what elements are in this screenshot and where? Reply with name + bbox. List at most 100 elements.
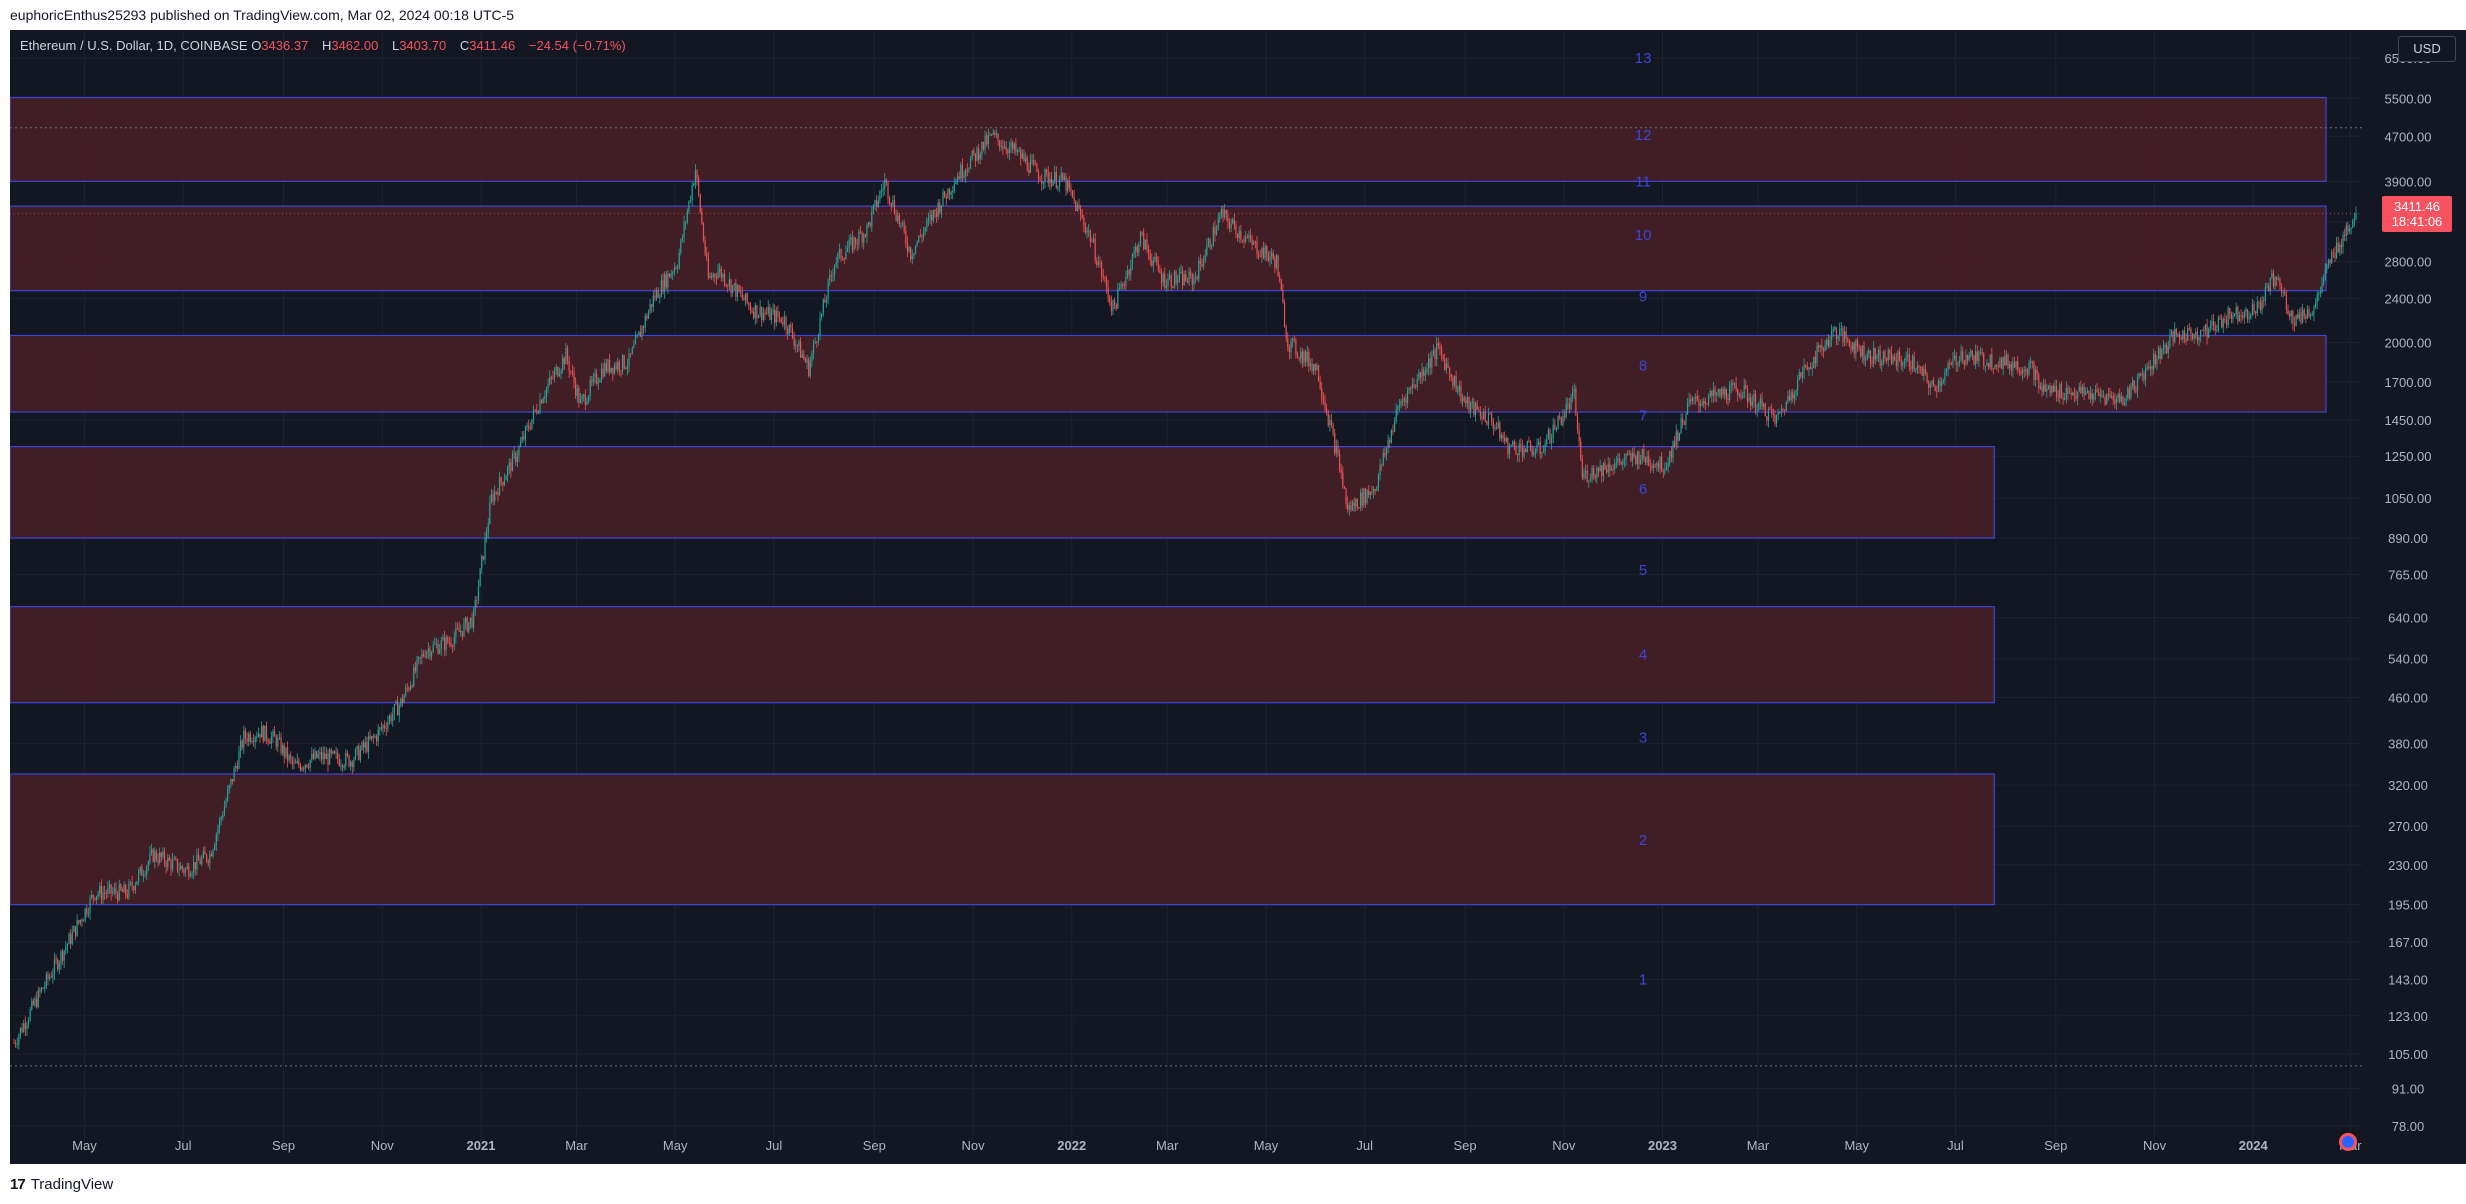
candle-body xyxy=(931,215,933,221)
candle-body xyxy=(621,355,624,371)
candle-body xyxy=(1157,261,1159,270)
candle-body xyxy=(1141,232,1143,233)
candle-body xyxy=(209,853,211,864)
x-axis-tick-label: Nov xyxy=(371,1138,395,1153)
candle-body xyxy=(712,274,714,278)
tradingview-logo[interactable]: 17 TradingView xyxy=(10,1176,113,1193)
candle-body xyxy=(2034,369,2037,381)
candle-body xyxy=(1028,169,1030,173)
candle-body xyxy=(126,894,128,898)
candle-body xyxy=(1486,421,1488,425)
currency-button[interactable]: USD xyxy=(2398,36,2456,62)
candle-body xyxy=(1793,394,1795,399)
candle-body xyxy=(163,851,166,863)
candle-body xyxy=(290,755,292,759)
candle-body xyxy=(45,974,47,987)
candle-body xyxy=(647,311,650,319)
candle-body xyxy=(832,274,834,276)
zone-number-label: 13 xyxy=(1635,50,1652,67)
candle-body xyxy=(1989,354,1991,368)
candle-body xyxy=(1147,248,1150,253)
candle-body xyxy=(439,648,441,654)
candle-body xyxy=(1050,178,1053,186)
candle-body xyxy=(1347,503,1349,510)
candle-body xyxy=(1191,274,1193,285)
candle-body xyxy=(1688,399,1690,403)
candle-body xyxy=(1539,442,1541,454)
candle-body xyxy=(578,388,580,403)
candle-body xyxy=(1633,452,1635,457)
candle-body xyxy=(392,714,394,722)
candle-body xyxy=(222,815,224,818)
candle-body xyxy=(1002,146,1004,149)
candle-body xyxy=(801,354,803,358)
candle-body xyxy=(2162,347,2164,350)
candle-body xyxy=(15,1043,17,1045)
candle-body xyxy=(2255,311,2257,313)
candle-body xyxy=(2052,385,2054,392)
y-axis-tick-label: 5500.00 xyxy=(2385,91,2432,106)
candle-body xyxy=(2068,392,2071,394)
candle-body xyxy=(1397,406,1399,410)
candle-body xyxy=(1322,397,1324,401)
candle-body xyxy=(1950,363,1952,365)
candle-body xyxy=(165,862,167,868)
candle-body xyxy=(1798,372,1800,381)
candle-body xyxy=(738,285,740,292)
candle-body xyxy=(778,316,781,318)
candle-body xyxy=(1847,338,1849,341)
candle-body xyxy=(1772,413,1774,416)
candle-body xyxy=(940,205,943,213)
candle-body xyxy=(2075,395,2077,399)
candle-body xyxy=(2026,369,2029,375)
candle-body xyxy=(2258,302,2260,303)
candle-body xyxy=(212,849,214,857)
candle-body xyxy=(1957,363,1959,366)
candle-body xyxy=(882,188,884,191)
candle-body xyxy=(2259,302,2262,310)
candle-body xyxy=(1607,463,1609,473)
candle-body xyxy=(2306,309,2309,319)
candle-body xyxy=(1099,262,1101,264)
candle-body xyxy=(816,341,818,343)
candle-body xyxy=(189,875,192,877)
candle-body xyxy=(2191,333,2194,339)
candle-body xyxy=(2164,345,2166,348)
candle-body xyxy=(1662,471,1664,473)
candle-body xyxy=(1771,409,1773,414)
candle-body xyxy=(400,698,402,706)
chart-area[interactable]: Ethereum / U.S. Dollar, 1D, COINBASE O34… xyxy=(10,30,2466,1164)
candle-body xyxy=(366,741,368,752)
x-axis-tick-label: Sep xyxy=(863,1138,886,1153)
candle-body xyxy=(2272,272,2275,287)
y-axis-tick-label: 460.00 xyxy=(2388,690,2428,705)
price-chart[interactable]: 123456789101112136500.005500.004700.0039… xyxy=(10,30,2466,1164)
candle-body xyxy=(1264,245,1266,259)
x-axis-tick-label: Mar xyxy=(1156,1138,1179,1153)
candle-body xyxy=(2301,309,2304,323)
candle-body xyxy=(382,725,384,729)
candle-body xyxy=(186,866,188,869)
candle-body xyxy=(1525,449,1527,452)
candle-body xyxy=(225,800,227,807)
candle-body xyxy=(1136,246,1138,253)
candle-body xyxy=(445,637,447,650)
candle-body xyxy=(945,196,947,199)
candle-body xyxy=(1602,462,1604,477)
candle-body xyxy=(777,310,779,317)
candle-body xyxy=(1262,247,1265,259)
candle-body xyxy=(2280,285,2283,293)
candle-body xyxy=(2099,394,2101,396)
candle-body xyxy=(1615,462,1617,464)
candle-body xyxy=(487,523,489,534)
candle-body xyxy=(2297,314,2299,319)
candle-body xyxy=(2018,370,2020,372)
candle-body xyxy=(2044,384,2046,392)
candle-body xyxy=(927,218,930,221)
candle-body xyxy=(327,754,329,765)
candle-body xyxy=(1965,355,1967,365)
candle-body xyxy=(1259,256,1261,257)
y-axis-tick-label: 2400.00 xyxy=(2385,292,2432,307)
candle-body xyxy=(447,637,449,643)
candle-body xyxy=(1436,343,1438,360)
